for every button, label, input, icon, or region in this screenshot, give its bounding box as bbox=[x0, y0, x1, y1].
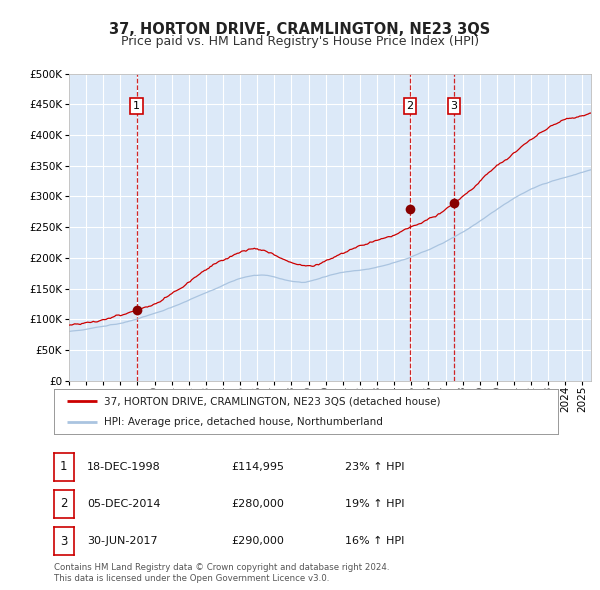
Text: 18-DEC-1998: 18-DEC-1998 bbox=[87, 462, 161, 471]
Text: 37, HORTON DRIVE, CRAMLINGTON, NE23 3QS (detached house): 37, HORTON DRIVE, CRAMLINGTON, NE23 3QS … bbox=[104, 396, 441, 407]
Text: Price paid vs. HM Land Registry's House Price Index (HPI): Price paid vs. HM Land Registry's House … bbox=[121, 35, 479, 48]
Text: 30-JUN-2017: 30-JUN-2017 bbox=[87, 536, 158, 546]
Text: 2: 2 bbox=[406, 101, 413, 111]
Text: HPI: Average price, detached house, Northumberland: HPI: Average price, detached house, Nort… bbox=[104, 417, 383, 427]
Text: This data is licensed under the Open Government Licence v3.0.: This data is licensed under the Open Gov… bbox=[54, 573, 329, 582]
Text: 37, HORTON DRIVE, CRAMLINGTON, NE23 3QS: 37, HORTON DRIVE, CRAMLINGTON, NE23 3QS bbox=[109, 22, 491, 37]
Text: £114,995: £114,995 bbox=[231, 462, 284, 471]
Text: 3: 3 bbox=[60, 535, 68, 548]
Text: 19% ↑ HPI: 19% ↑ HPI bbox=[345, 499, 404, 509]
Text: £280,000: £280,000 bbox=[231, 499, 284, 509]
Text: 2: 2 bbox=[60, 497, 68, 510]
Text: 05-DEC-2014: 05-DEC-2014 bbox=[87, 499, 161, 509]
Text: 1: 1 bbox=[60, 460, 68, 473]
Text: 16% ↑ HPI: 16% ↑ HPI bbox=[345, 536, 404, 546]
Text: £290,000: £290,000 bbox=[231, 536, 284, 546]
Text: Contains HM Land Registry data © Crown copyright and database right 2024.: Contains HM Land Registry data © Crown c… bbox=[54, 563, 389, 572]
Text: 1: 1 bbox=[133, 101, 140, 111]
Text: 23% ↑ HPI: 23% ↑ HPI bbox=[345, 462, 404, 471]
Text: 3: 3 bbox=[451, 101, 458, 111]
